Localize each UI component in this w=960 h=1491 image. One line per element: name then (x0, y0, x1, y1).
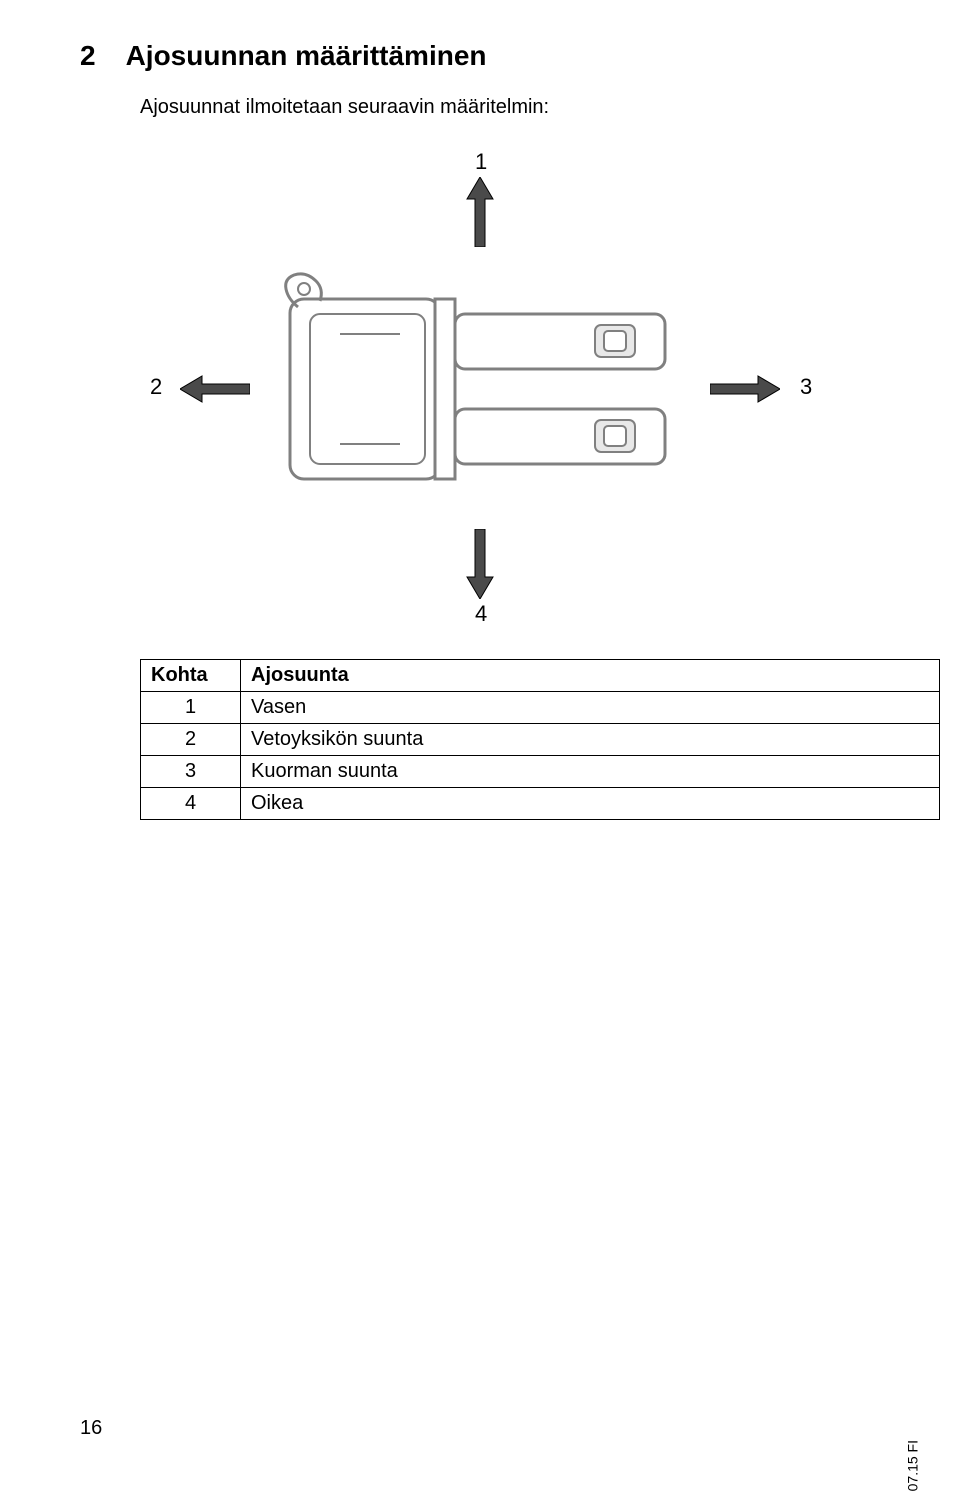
intro-text: Ajosuunnat ilmoitetaan seuraavin määrite… (140, 96, 880, 119)
table-row: 2 Vetoyksikön suunta (141, 724, 940, 756)
pallet-truck-icon (280, 259, 680, 519)
th-kohta: Kohta (141, 660, 241, 692)
cell-ajosuunta: Vetoyksikön suunta (241, 724, 940, 756)
arrow-up-icon (465, 177, 495, 247)
section-number: 2 (80, 40, 96, 72)
table-header-row: Kohta Ajosuunta (141, 660, 940, 692)
section-title: Ajosuunnan määrittäminen (126, 40, 487, 72)
cell-ajosuunta: Kuorman suunta (241, 756, 940, 788)
arrow-right-icon (710, 374, 780, 404)
diagram-label-2: 2 (150, 374, 162, 400)
direction-table: Kohta Ajosuunta 1 Vasen 2 Vetoyksikön su… (140, 659, 940, 820)
version-label: 07.15 FI (904, 1440, 920, 1491)
table-row: 4 Oikea (141, 788, 940, 820)
cell-kohta: 1 (141, 692, 241, 724)
cell-kohta: 3 (141, 756, 241, 788)
cell-kohta: 4 (141, 788, 241, 820)
cell-kohta: 2 (141, 724, 241, 756)
arrow-down-icon (465, 529, 495, 599)
table-row: 1 Vasen (141, 692, 940, 724)
diagram-label-3: 3 (800, 374, 812, 400)
cell-ajosuunta: Oikea (241, 788, 940, 820)
arrow-left-icon (180, 374, 250, 404)
diagram-label-1: 1 (475, 149, 487, 175)
diagram-label-4: 4 (475, 601, 487, 627)
table-row: 3 Kuorman suunta (141, 756, 940, 788)
cell-ajosuunta: Vasen (241, 692, 940, 724)
th-ajosuunta: Ajosuunta (241, 660, 940, 692)
direction-diagram: 1 2 3 (80, 149, 880, 629)
page-number: 16 (80, 1417, 102, 1440)
